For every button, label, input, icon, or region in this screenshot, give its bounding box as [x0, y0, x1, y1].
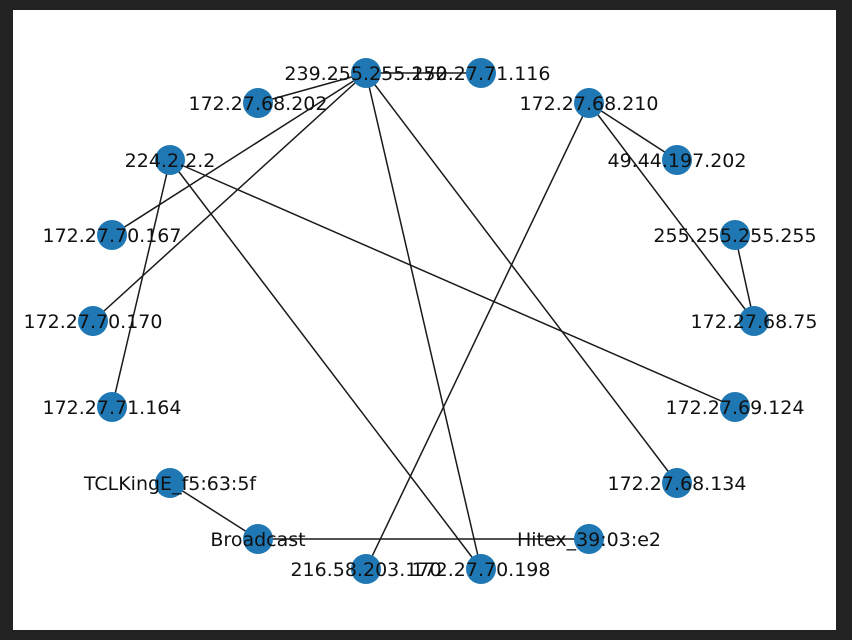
- network-graph-figure: 239.255.255.250 172.27.71.116 172.27.68.20…: [13, 10, 836, 630]
- node-172-27-70-198: [466, 554, 496, 584]
- node-label-172-27-68-134: 172.27.68.134: [607, 473, 746, 495]
- node-tclkinge-f5-63-5f: [155, 468, 185, 498]
- node-172-27-68-202: [243, 88, 273, 118]
- edge-224-2-2-2-to-172-27-70-198: [169, 159, 482, 570]
- edge-172-27-68-210-to-49-44-197-202: [588, 102, 678, 161]
- node-label-255-255-255-255: 255.255.255.255: [653, 225, 816, 247]
- node-label-172-27-70-170: 172.27.70.170: [23, 311, 162, 333]
- edge-tclkinge-f5-63-5f-to-broadcast: [169, 482, 259, 540]
- edge-172-27-68-210-to-172-27-68-75: [588, 102, 755, 322]
- node-172-27-70-170: [78, 306, 108, 336]
- node-broadcast: [243, 524, 273, 554]
- node-172-27-69-124: [720, 392, 750, 422]
- node-172-27-71-164: [97, 392, 127, 422]
- node-label-172-27-69-124: 172.27.69.124: [665, 397, 804, 419]
- node-172-27-70-167: [97, 220, 127, 250]
- edge-239-255-255-250-to-172-27-70-198: [365, 72, 482, 570]
- node-172-27-68-75: [739, 306, 769, 336]
- node-label-tclkinge-f5-63-5f: TCLKingE_f5:63:5f: [83, 473, 258, 495]
- node-224-2-2-2: [155, 145, 185, 175]
- node-172-27-68-210: [574, 88, 604, 118]
- node-239-255-255-250: [351, 58, 381, 88]
- node-255-255-255-255: [720, 220, 750, 250]
- node-label-172-27-70-167: 172.27.70.167: [42, 225, 181, 247]
- node-hitex-39-03-e2: [574, 524, 604, 554]
- node-label-hitex-39-03-e2: Hitex_39:03:e2: [517, 529, 661, 551]
- nodes-layer: [78, 58, 769, 584]
- node-49-44-197-202: [662, 145, 692, 175]
- node-label-172-27-68-210: 172.27.68.210: [519, 93, 658, 115]
- edges-layer: [92, 72, 755, 570]
- node-172-27-68-134: [662, 468, 692, 498]
- edge-239-255-255-250-to-172-27-70-167: [111, 72, 367, 236]
- node-label-49-44-197-202: 49.44.197.202: [607, 150, 746, 172]
- node-label-239-255-255-250: 239.255.255.250: [284, 63, 447, 85]
- edge-224-2-2-2-to-172-27-71-164: [111, 159, 171, 408]
- node-label-224-2-2-2: 224.2.2.2: [125, 150, 216, 172]
- edge-224-2-2-2-to-172-27-69-124: [169, 159, 736, 408]
- node-label-broadcast: Broadcast: [210, 529, 305, 551]
- edge-239-255-255-250-to-172-27-70-170: [92, 72, 367, 322]
- node-label-172-27-71-164: 172.27.71.164: [42, 397, 181, 419]
- node-label-172-27-68-75: 172.27.68.75: [691, 311, 818, 333]
- node-label-172-27-71-116: 172.27.71.116: [411, 63, 550, 85]
- node-label-216-58-203-170: 216.58.203.170: [290, 559, 441, 581]
- node-172-27-71-116: [466, 58, 496, 88]
- node-216-58-203-170: [351, 554, 381, 584]
- node-label-172-27-68-202: 172.27.68.202: [188, 93, 327, 115]
- edge-239-255-255-250-to-172-27-68-134: [365, 72, 678, 484]
- node-label-172-27-70-198: 172.27.70.198: [411, 559, 550, 581]
- edge-239-255-255-250-to-172-27-68-202: [257, 72, 367, 104]
- edge-172-27-68-210-to-216-58-203-170: [365, 102, 590, 570]
